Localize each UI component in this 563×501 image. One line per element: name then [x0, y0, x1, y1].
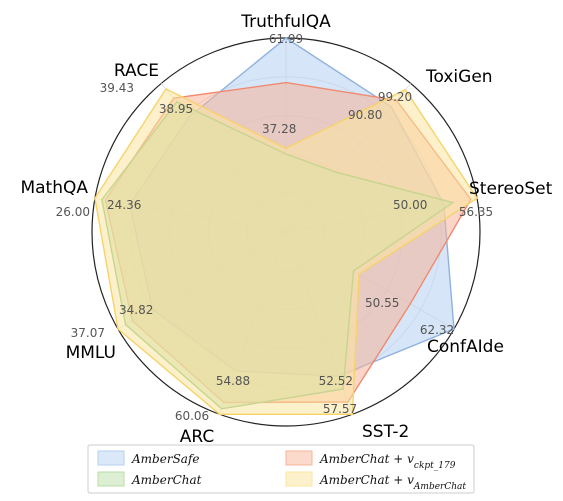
axis-label-truthfulqa: TruthfulQA [240, 12, 331, 32]
axis-max-label-toxigen: 99.20 [378, 90, 412, 104]
axis-label-race: RACE [114, 61, 159, 81]
legend-label-1: AmberSafe [131, 452, 199, 466]
legend-swatch-4 [285, 471, 313, 487]
axis-label-arc: ARC [180, 427, 214, 447]
axis-min-label-sst-2: 52.52 [319, 374, 353, 388]
legend-swatch-1 [97, 450, 125, 466]
axis-label-sst-2: SST-2 [362, 422, 409, 442]
axis-max-label-stereoset: 56.35 [459, 205, 493, 219]
legend-label-2: AmberChat + vckpt_179 [319, 452, 456, 471]
axis-label-stereoset: StereoSet [469, 179, 553, 199]
legend: AmberSafe AmberChat + vckpt_179 AmberChat A… [87, 444, 475, 494]
axis-min-label-arc: 54.88 [216, 374, 250, 388]
axis-label-toxigen: ToxiGen [425, 67, 493, 87]
axis-max-label-mmlu: 37.07 [71, 326, 105, 340]
axis-max-label-mathqa: 26.00 [56, 205, 90, 219]
legend-swatch-2 [285, 450, 313, 466]
axis-min-label-confaide: 50.55 [365, 296, 399, 310]
axis-max-label-sst-2: 57.57 [323, 402, 357, 416]
axis-label-mmlu: MMLU [66, 343, 116, 363]
axis-min-label-mmlu: 34.82 [119, 303, 153, 317]
axis-max-label-race: 39.43 [100, 81, 134, 95]
axis-min-label-mathqa: 24.36 [107, 198, 141, 212]
axis-max-label-truthfulqa: 61.99 [269, 32, 303, 46]
legend-box [87, 444, 475, 494]
series-amberchat-v-amberchat [94, 87, 479, 415]
axis-max-label-arc: 60.06 [175, 409, 209, 423]
radar-series [94, 37, 479, 415]
axis-label-mathqa: MathQA [20, 178, 88, 198]
axis-min-label-stereoset: 50.00 [393, 198, 427, 212]
legend-label-4: AmberChat + vAmberChat [319, 473, 466, 492]
legend-label-3: AmberChat [131, 473, 202, 487]
axis-min-label-race: 38.95 [159, 102, 193, 116]
axis-max-label-confaide: 62.32 [420, 323, 454, 337]
axis-min-label-toxigen: 90.80 [348, 108, 382, 122]
axis-label-confaide: ConfAIde [427, 337, 504, 357]
legend-swatch-3 [97, 471, 125, 487]
axis-min-label-truthfulqa: 37.28 [262, 122, 296, 136]
